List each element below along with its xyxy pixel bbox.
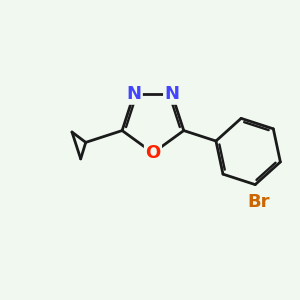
Text: N: N	[164, 85, 179, 103]
Text: Br: Br	[248, 193, 270, 211]
Text: N: N	[126, 85, 141, 103]
Text: O: O	[145, 144, 160, 162]
